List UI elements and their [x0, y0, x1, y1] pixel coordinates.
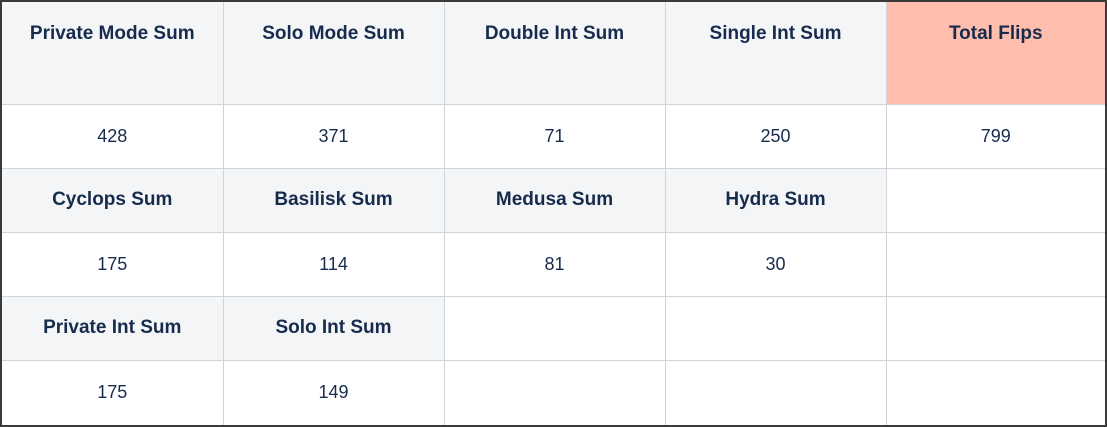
header-total-flips: Total Flips	[885, 2, 1105, 105]
value-cyclops-sum: 175	[2, 231, 224, 297]
header-single-int-sum: Single Int Sum	[664, 2, 887, 105]
header-solo-int-sum: Solo Int Sum	[222, 295, 445, 361]
value-total-flips: 799	[885, 103, 1105, 169]
empty-cell	[664, 359, 887, 425]
empty-cell	[885, 359, 1105, 425]
header-private-int-sum: Private Int Sum	[2, 295, 224, 361]
value-single-int-sum: 250	[664, 103, 887, 169]
value-hydra-sum: 30	[664, 231, 887, 297]
value-medusa-sum: 81	[443, 231, 666, 297]
header-basilisk-sum: Basilisk Sum	[222, 167, 445, 233]
empty-cell	[885, 231, 1105, 297]
header-row: Private Mode Sum Solo Mode Sum Double In…	[2, 2, 1105, 105]
value-row: 175 114 81 30	[2, 231, 1105, 297]
header-double-int-sum: Double Int Sum	[443, 2, 666, 105]
empty-cell	[443, 359, 666, 425]
header-medusa-sum: Medusa Sum	[443, 167, 666, 233]
empty-cell	[443, 295, 666, 361]
empty-cell	[664, 295, 887, 361]
value-private-mode-sum: 428	[2, 103, 224, 169]
header-row: Cyclops Sum Basilisk Sum Medusa Sum Hydr…	[2, 167, 1105, 233]
value-row: 428 371 71 250 799	[2, 103, 1105, 169]
empty-cell	[885, 167, 1105, 233]
value-basilisk-sum: 114	[222, 231, 445, 297]
value-private-int-sum: 175	[2, 359, 224, 425]
empty-cell	[885, 295, 1105, 361]
header-row: Private Int Sum Solo Int Sum	[2, 295, 1105, 361]
value-double-int-sum: 71	[443, 103, 666, 169]
value-row: 175 149	[2, 359, 1105, 425]
header-private-mode-sum: Private Mode Sum	[2, 2, 224, 105]
header-cyclops-sum: Cyclops Sum	[2, 167, 224, 233]
value-solo-int-sum: 149	[222, 359, 445, 425]
header-solo-mode-sum: Solo Mode Sum	[222, 2, 445, 105]
value-solo-mode-sum: 371	[222, 103, 445, 169]
header-hydra-sum: Hydra Sum	[664, 167, 887, 233]
